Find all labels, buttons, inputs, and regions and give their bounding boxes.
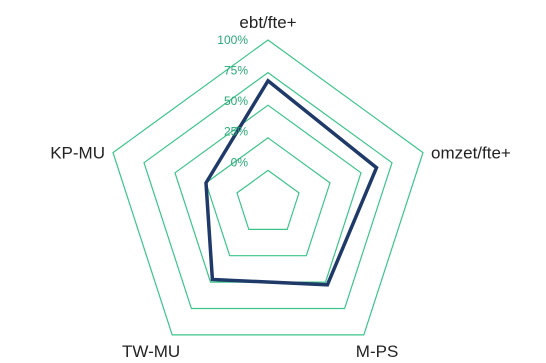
tick-label-4: 100%: [217, 33, 248, 47]
grid-ring-4: [113, 40, 423, 335]
axis-label-2: M-PS: [356, 342, 399, 358]
axis-label-4: KP-MU: [50, 144, 105, 163]
axis-label-layer: ebt/fte+ omzet/fte+ M-PS TW-MU KP-MU: [50, 13, 511, 358]
axis-label-3: TW-MU: [122, 342, 180, 358]
series-layer: [206, 81, 377, 285]
axis-label-0: ebt/fte+: [239, 13, 296, 32]
grid-layer: [113, 40, 423, 335]
tick-label-2: 50%: [224, 94, 248, 108]
tick-label-3: 75%: [224, 64, 248, 78]
tick-label-0: 0%: [231, 155, 249, 169]
tick-label-layer: 0% 25% 50% 75% 100%: [217, 33, 248, 169]
tick-label-1: 25%: [224, 125, 248, 139]
axis-label-1: omzet/fte+: [431, 144, 511, 163]
series-line-0: [206, 81, 377, 285]
grid-ring-0: [237, 170, 299, 229]
